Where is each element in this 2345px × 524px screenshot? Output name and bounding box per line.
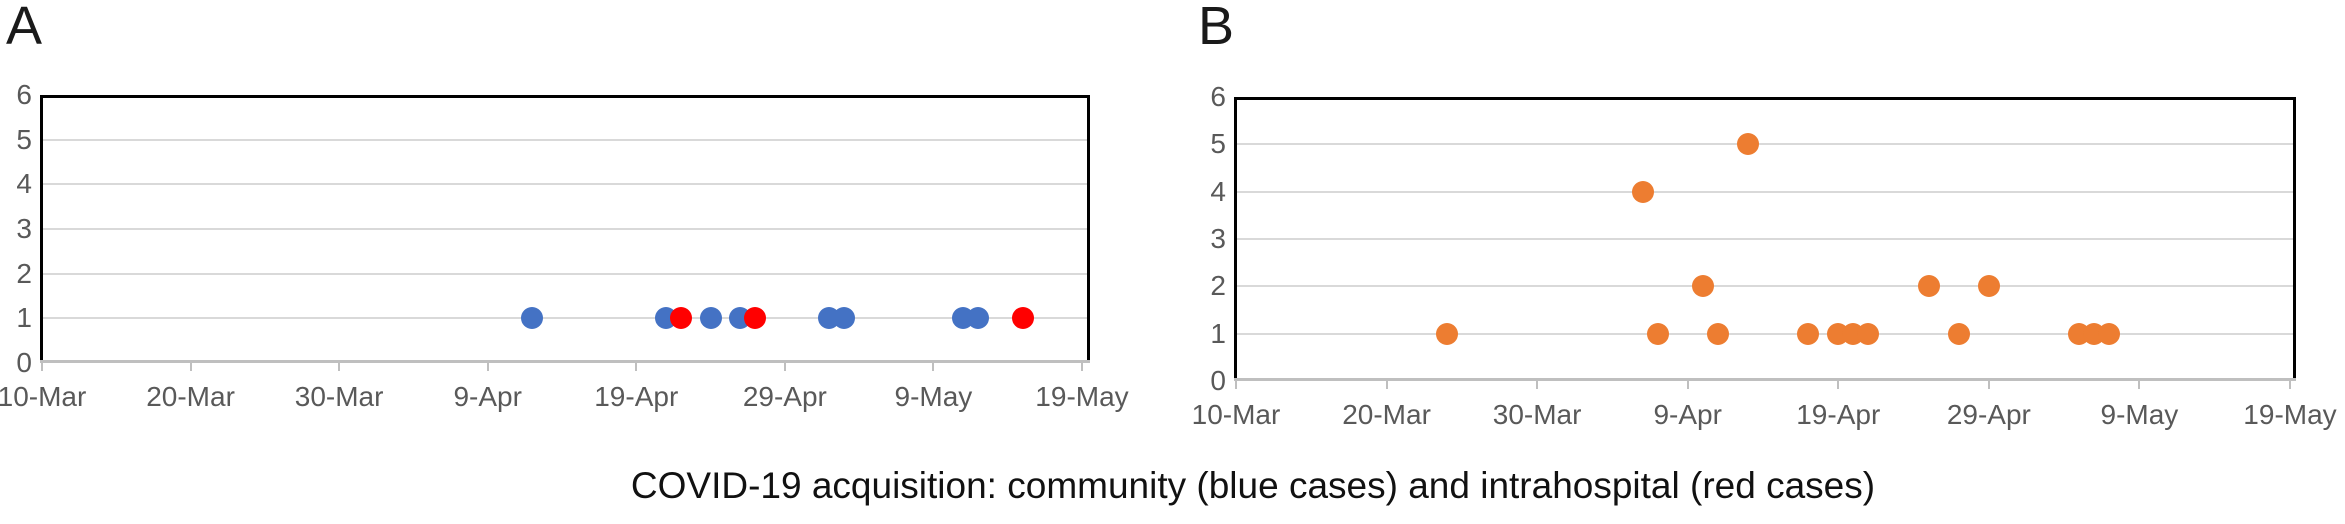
x-axis-tickmark — [1686, 381, 1689, 389]
x-tick-label: 30-Mar — [294, 381, 384, 412]
plot-border-top — [1234, 97, 2296, 100]
x-axis-tickmark — [486, 363, 489, 371]
y-tick-label: 6 — [16, 79, 32, 110]
y-tick-label: 2 — [1210, 270, 1226, 302]
data-point — [1947, 322, 1970, 345]
gridline-y3 — [1237, 238, 2293, 240]
x-tick-label: 29-Apr — [742, 381, 827, 412]
data-point — [833, 307, 856, 330]
panel-b-label: B — [1198, 0, 1235, 56]
x-tick-label: 9-Apr — [1653, 399, 1722, 430]
x-tick-label: 19-Apr — [1796, 399, 1881, 430]
panel-a-label: A — [6, 0, 43, 56]
x-tick-label: 29-Apr — [1946, 399, 2031, 430]
x-tick-label: 19-May — [1035, 381, 1129, 412]
x-axis-tickmark — [1837, 381, 1840, 389]
y-tick-label: 5 — [16, 123, 32, 155]
gridline-y5 — [1237, 143, 2293, 146]
gridline-y1 — [43, 317, 1087, 320]
data-point — [1977, 275, 2000, 298]
gridline-y3 — [43, 228, 1087, 230]
gridline-y4 — [43, 183, 1087, 186]
y-tick-label: 1 — [16, 302, 32, 334]
data-point — [1736, 133, 1759, 156]
x-tick-label: 9-Apr — [453, 381, 522, 412]
data-point — [1646, 322, 1669, 345]
x-axis-tickmark — [635, 363, 638, 371]
y-tick-label: 4 — [16, 168, 32, 200]
data-point — [1631, 180, 1654, 203]
chart-b-plot-area: 0 1 2 3 4 5 6 10-Mar 20-Mar 30-Mar 9-Apr 19-Apr 29-A… — [1192, 81, 2337, 430]
data-point — [1917, 275, 1940, 298]
y-tick-label: 4 — [1210, 175, 1226, 207]
x-tick-label: 9-May — [2100, 399, 2179, 430]
y-tick-label: 3 — [1210, 223, 1226, 254]
plot-border-left — [40, 95, 43, 363]
data-point — [966, 307, 989, 330]
data-point — [2098, 322, 2121, 345]
gridline-y2 — [43, 272, 1087, 275]
data-point — [1435, 322, 1458, 345]
x-axis-tickmark — [1235, 381, 1237, 389]
gridline-y5 — [43, 138, 1087, 141]
data-point — [1797, 322, 1820, 345]
data-point — [669, 307, 692, 330]
gridline-y2 — [1237, 285, 2293, 288]
data-point — [699, 307, 722, 330]
y-tick-label: 3 — [16, 213, 32, 244]
x-axis-line — [1234, 378, 2296, 381]
x-axis-line — [40, 360, 1090, 363]
x-tick-label: 10-Mar — [1191, 399, 1281, 430]
x-axis-tickmark — [1987, 381, 1990, 389]
chart-a-plot-area: 0 1 2 3 4 5 6 10-Mar 20-Mar 30-Mar 9-Apr 19-Apr 29-A… — [0, 79, 1129, 412]
data-point — [521, 307, 544, 330]
plot-border-right — [1087, 95, 1090, 363]
plot-border-left — [1234, 97, 1237, 381]
y-tick-label: 0 — [16, 347, 32, 378]
data-point — [1691, 275, 1714, 298]
x-axis-tickmark — [1385, 381, 1388, 389]
figure-caption: COVID-19 acquisition: community (blue ca… — [630, 465, 1876, 506]
x-tick-label: 10-Mar — [0, 381, 87, 412]
y-tick-label: 6 — [1210, 81, 1226, 112]
data-point — [1706, 322, 1729, 345]
gridline-y1 — [1237, 332, 2293, 335]
x-axis-tickmark — [2138, 381, 2141, 389]
x-tick-label: 20-Mar — [1342, 399, 1431, 430]
plot-border-right — [2293, 97, 2296, 381]
x-tick-label: 20-Mar — [146, 381, 235, 412]
y-tick-label: 2 — [16, 257, 32, 289]
x-axis-tickmark — [338, 363, 341, 371]
plot-border-top — [40, 95, 1090, 98]
y-tick-label: 1 — [1210, 317, 1226, 349]
data-point — [744, 307, 767, 330]
x-axis-tickmark — [2288, 381, 2291, 389]
x-axis-tickmark — [41, 363, 43, 371]
y-tick-label: 5 — [1210, 128, 1226, 160]
x-tick-label: 30-Mar — [1492, 399, 1582, 430]
gridline-y4 — [1237, 190, 2293, 193]
y-tick-label: 0 — [1210, 365, 1226, 396]
x-axis-tickmark — [932, 363, 935, 371]
x-axis-tickmark — [1080, 363, 1083, 371]
x-axis-tickmark — [783, 363, 786, 371]
x-tick-label: 19-Apr — [594, 381, 679, 412]
x-axis-tickmark — [189, 363, 192, 371]
data-point — [1011, 307, 1034, 330]
x-tick-label: 9-May — [894, 381, 973, 412]
x-tick-label: 19-May — [2243, 399, 2337, 430]
data-point — [1857, 322, 1880, 345]
x-axis-tickmark — [1536, 381, 1539, 389]
